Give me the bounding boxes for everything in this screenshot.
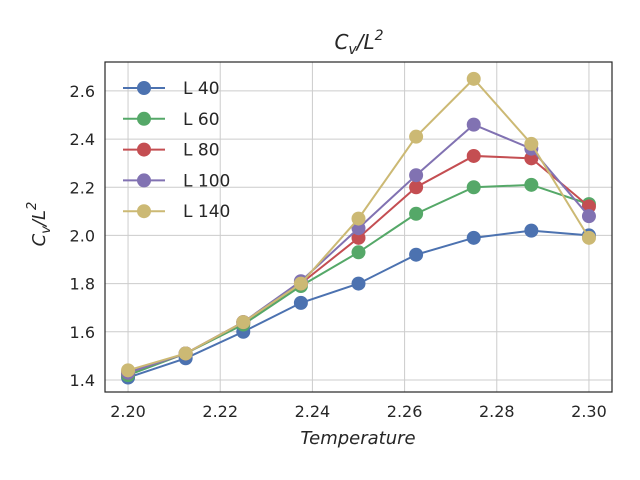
title-subscript: v: [348, 42, 357, 58]
legend: L 40 L 60 L 80 L 100 L 140: [123, 79, 230, 222]
legend-item: L 40: [123, 79, 220, 99]
data-point: [236, 315, 251, 330]
y-tick-label: 2.6: [70, 82, 95, 101]
legend-label: L 60: [183, 110, 220, 130]
data-point: [409, 206, 424, 221]
legend-label: L 140: [183, 202, 230, 222]
y-tick-label: 1.8: [70, 275, 95, 294]
data-point: [466, 117, 481, 132]
series-group: [121, 71, 596, 385]
legend-marker: [137, 111, 151, 126]
y-tick-label: 2.0: [70, 226, 95, 245]
data-point: [409, 180, 424, 195]
data-point: [409, 168, 424, 183]
x-axis-label: Temperature: [300, 428, 415, 449]
legend-marker: [137, 142, 151, 157]
x-axis-ticks: 2.20 2.22 2.24 2.26 2.28 2.30: [110, 402, 607, 421]
ylabel-superscript: 2: [25, 202, 40, 210]
data-point: [293, 276, 308, 291]
y-axis-ticks: 1.4 1.6 1.8 2.0 2.2 2.4 2.6: [70, 82, 95, 390]
y-tick-label: 2.2: [70, 178, 95, 197]
legend-item: L 100: [123, 171, 230, 191]
data-point: [466, 71, 481, 86]
data-point: [524, 151, 539, 166]
legend-item: L 80: [123, 141, 220, 161]
series-l-140: [121, 71, 596, 378]
data-point: [466, 148, 481, 163]
data-point: [351, 245, 366, 260]
legend-marker: [137, 204, 151, 219]
x-tick-label: 2.24: [295, 402, 331, 421]
y-tick-label: 1.6: [70, 323, 95, 342]
title-superscript: 2: [375, 28, 384, 44]
legend-item: L 140: [123, 202, 230, 222]
y-tick-label: 1.4: [70, 371, 95, 390]
ylabel-rest: /L: [29, 210, 50, 228]
x-tick-label: 2.28: [479, 402, 515, 421]
data-point: [466, 180, 481, 195]
x-tick-label: 2.26: [387, 402, 423, 421]
x-tick-label: 2.30: [571, 402, 607, 421]
data-point: [581, 199, 596, 214]
title-main: C: [334, 30, 348, 54]
data-point: [409, 247, 424, 262]
x-tick-label: 2.20: [110, 402, 146, 421]
title-rest: /L: [355, 30, 375, 54]
legend-label: L 100: [183, 171, 230, 191]
data-point: [581, 209, 596, 224]
data-point: [524, 177, 539, 192]
y-axis-label: Cv/L2: [25, 202, 54, 247]
legend-label: L 80: [183, 141, 220, 161]
data-point: [351, 211, 366, 226]
plot-frame: [104, 61, 613, 393]
legend-item: L 60: [123, 110, 220, 130]
data-point: [351, 230, 366, 245]
data-point: [351, 221, 366, 236]
ylabel-subscript: v: [39, 226, 54, 234]
x-tick-label: 2.22: [202, 402, 238, 421]
data-point: [351, 276, 366, 291]
legend-label: L 40: [183, 79, 220, 99]
data-point: [524, 223, 539, 238]
data-point: [121, 363, 136, 378]
data-point: [466, 230, 481, 245]
data-point: [524, 136, 539, 151]
data-point: [409, 129, 424, 144]
data-point: [178, 346, 193, 361]
legend-marker: [137, 173, 151, 188]
chart-title: Cv/L2: [334, 28, 383, 58]
legend-marker: [137, 81, 151, 95]
data-point: [581, 230, 596, 245]
ylabel-main: C: [29, 233, 50, 246]
y-tick-label: 2.4: [70, 130, 95, 149]
data-point: [293, 295, 308, 310]
